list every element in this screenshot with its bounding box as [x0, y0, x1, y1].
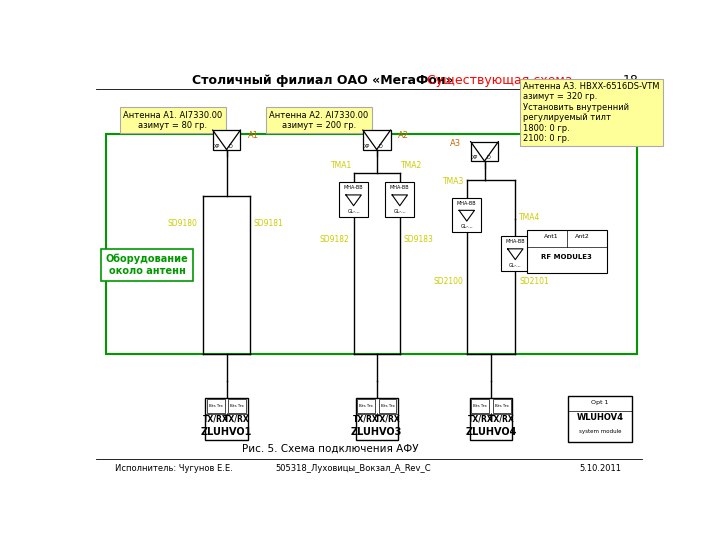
Bar — [207, 400, 225, 413]
Text: GL-...: GL-... — [347, 209, 360, 214]
Text: TX/RX: TX/RX — [467, 415, 493, 423]
Text: XP: XP — [472, 155, 478, 160]
Text: Bts Trx: Bts Trx — [495, 404, 509, 408]
Text: SD2101: SD2101 — [519, 277, 549, 286]
Text: Антенна А2. AI7330.00
азимут = 200 гр.: Антенна А2. AI7330.00 азимут = 200 гр. — [269, 111, 369, 130]
Text: A1: A1 — [248, 131, 259, 140]
Text: Рис. 5. Схема подключения АФУ: Рис. 5. Схема подключения АФУ — [242, 443, 419, 453]
Text: Bts Trx: Bts Trx — [473, 404, 487, 408]
Text: Ant1: Ant1 — [544, 234, 559, 239]
Text: D: D — [379, 144, 383, 149]
Text: RF MODULE3: RF MODULE3 — [541, 254, 593, 260]
Text: 18: 18 — [623, 73, 639, 87]
Text: Антенна А1. AI7330.00
азимут = 80 гр.: Антенна А1. AI7330.00 азимут = 80 гр. — [123, 111, 222, 130]
Bar — [212, 130, 240, 150]
Text: TX/RX: TX/RX — [224, 415, 250, 423]
Text: Оборудование
около антенн: Оборудование около антенн — [106, 254, 189, 276]
Text: Столичный филиал ОАО «МегаФон»: Столичный филиал ОАО «МегаФон» — [192, 73, 454, 87]
Text: Opt 1: Opt 1 — [591, 400, 608, 404]
Text: TMA3: TMA3 — [443, 177, 464, 186]
Bar — [357, 400, 375, 413]
Text: Исполнитель: Чугунов Е.Е.: Исполнитель: Чугунов Е.Е. — [115, 464, 233, 473]
Text: Bts Trx: Bts Trx — [380, 404, 395, 408]
Text: SD9181: SD9181 — [253, 219, 283, 228]
Text: A3: A3 — [450, 139, 462, 147]
Text: SD9183: SD9183 — [404, 235, 433, 244]
Text: Существующая схема: Существующая схема — [427, 73, 572, 87]
Bar — [470, 398, 512, 440]
Text: GL-...: GL-... — [394, 209, 406, 214]
Text: WLUHOV4: WLUHOV4 — [577, 413, 624, 422]
Text: TMA1: TMA1 — [330, 161, 352, 170]
Text: A2: A2 — [398, 131, 409, 140]
Text: Bts Trx: Bts Trx — [359, 404, 373, 408]
Text: MHA-BB: MHA-BB — [505, 239, 525, 244]
Text: system module: system module — [579, 429, 621, 434]
Bar — [205, 398, 248, 440]
Text: XP: XP — [214, 144, 220, 149]
Text: TX/RX: TX/RX — [489, 415, 515, 423]
Text: Ant2: Ant2 — [575, 234, 590, 239]
Bar — [527, 230, 607, 273]
Text: TMA4: TMA4 — [519, 213, 541, 222]
Text: 505318_Луховицы_Вокзал_A_Rev_C: 505318_Луховицы_Вокзал_A_Rev_C — [276, 464, 431, 473]
Text: XP: XP — [364, 144, 370, 149]
Bar — [356, 398, 398, 440]
Bar — [339, 182, 368, 217]
Text: Bts Trx: Bts Trx — [209, 404, 222, 408]
Text: TX/RX: TX/RX — [203, 415, 229, 423]
Bar — [500, 236, 530, 271]
Bar — [567, 396, 632, 442]
Text: SD9182: SD9182 — [320, 235, 350, 244]
Text: MHA-BB: MHA-BB — [390, 185, 410, 190]
Text: ZLUHVO3: ZLUHVO3 — [351, 428, 402, 437]
Bar — [472, 400, 489, 413]
Text: MHA-BB: MHA-BB — [343, 185, 364, 190]
Text: D: D — [229, 144, 233, 149]
Text: ZLUHVO4: ZLUHVO4 — [465, 428, 517, 437]
Text: SD2100: SD2100 — [433, 277, 463, 286]
Text: MHA-BB: MHA-BB — [457, 201, 477, 206]
Bar — [452, 198, 482, 232]
Bar — [379, 400, 396, 413]
Text: 5.10.2011: 5.10.2011 — [579, 464, 621, 473]
Bar — [493, 400, 510, 413]
Bar — [363, 130, 390, 150]
Text: SD9180: SD9180 — [168, 219, 197, 228]
Text: Антенна А3. HBXX-6516DS-VTM
азимут = 320 гр.
Установить внутренний
регулируемый : Антенна А3. HBXX-6516DS-VTM азимут = 320… — [523, 82, 660, 143]
Text: ZLUHVO1: ZLUHVO1 — [201, 428, 252, 437]
Bar — [385, 182, 415, 217]
Bar — [106, 134, 637, 354]
Text: GL-...: GL-... — [509, 262, 521, 268]
Text: TX/RX: TX/RX — [354, 415, 379, 423]
Text: TMA2: TMA2 — [401, 161, 423, 170]
Text: Bts Trx: Bts Trx — [230, 404, 244, 408]
Text: TX/RX: TX/RX — [374, 415, 400, 423]
Bar — [228, 400, 246, 413]
Text: GL-...: GL-... — [461, 224, 473, 229]
Bar — [471, 141, 498, 161]
Text: D: D — [487, 155, 490, 160]
